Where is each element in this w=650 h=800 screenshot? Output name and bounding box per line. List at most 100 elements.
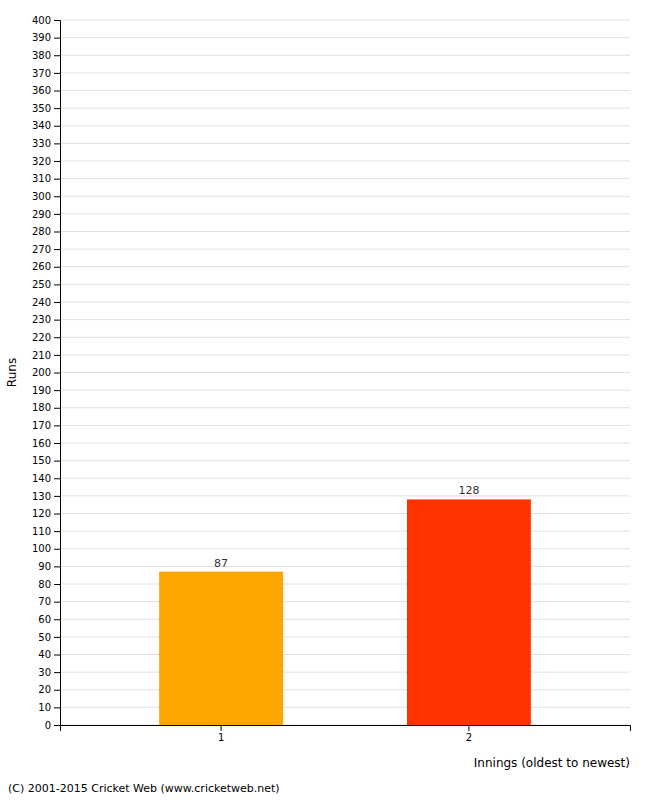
y-tick: 70 [38,596,60,607]
y-tick-mark [54,91,60,92]
y-tick-mark [54,108,60,109]
y-tick-mark [54,73,60,74]
grid-line [60,161,630,162]
grid-line [60,249,630,250]
y-tick: 90 [38,561,60,572]
y-tick-label: 90 [38,561,51,572]
x-tick-mark [468,725,469,731]
y-tick-mark [54,637,60,638]
grid-line [60,196,630,197]
y-tick-mark [54,514,60,515]
y-tick: 30 [38,667,60,678]
y-tick-label: 360 [32,85,51,96]
y-tick-mark [54,337,60,338]
grid-line [60,108,630,109]
y-tick-label: 150 [32,455,51,466]
y-tick: 50 [38,632,60,643]
y-tick-label: 80 [38,579,51,590]
y-tick-mark [54,619,60,620]
y-tick: 80 [38,579,60,590]
y-tick-label: 400 [32,15,51,26]
y-tick-mark [54,355,60,356]
grid-line [60,125,630,126]
grid-line [60,90,630,91]
y-tick-label: 230 [32,314,51,325]
y-tick-mark [54,725,60,726]
y-tick: 110 [32,526,60,537]
y-tick-label: 30 [38,667,51,678]
y-tick: 330 [32,138,60,149]
y-tick-label: 390 [32,32,51,43]
y-tick-mark [54,20,60,21]
grid-line [60,143,630,144]
y-tick-mark [54,690,60,691]
y-tick: 300 [32,191,60,202]
y-tick-mark [54,232,60,233]
y-tick: 240 [32,297,60,308]
x-axis-line [61,726,631,732]
y-tick-mark [54,196,60,197]
value-label: 128 [458,484,479,497]
grid-line [60,707,630,708]
y-tick-mark [54,302,60,303]
plot: 0102030405060708090100110120130140150160… [32,15,631,743]
y-tick: 120 [32,508,60,519]
y-tick: 160 [32,438,60,449]
y-tick: 220 [32,332,60,343]
y-tick-mark [54,143,60,144]
y-tick: 40 [38,649,60,660]
y-tick-label: 120 [32,508,51,519]
y-tick-label: 250 [32,279,51,290]
y-tick-label: 240 [32,297,51,308]
grid-line [60,566,630,567]
grid-line [60,266,630,267]
y-tick: 60 [38,614,60,625]
y-tick-mark [54,161,60,162]
grid-line [60,407,630,408]
footer: (C) 2001-2015 Cricket Web (www.cricketwe… [8,782,280,795]
y-tick-mark [54,584,60,585]
y-tick-label: 50 [38,632,51,643]
grid-line [60,584,630,585]
grid-line [60,354,630,355]
y-tick-mark [54,214,60,215]
grid-line [60,178,630,179]
grid-line [60,672,630,673]
y-tick-label: 0 [45,720,51,731]
y-tick-label: 300 [32,191,51,202]
grid-line [60,213,630,214]
y-tick: 150 [32,455,60,466]
grid-line [60,425,630,426]
y-tick-mark [54,531,60,532]
y-tick-mark [54,443,60,444]
y-tick: 380 [32,50,60,61]
grid-line [60,548,630,549]
x-tick-label: 1 [218,732,224,743]
y-tick: 190 [32,385,60,396]
y-tick-label: 370 [32,68,51,79]
y-tick: 260 [32,261,60,272]
y-tick-mark [54,461,60,462]
y-tick: 340 [32,120,60,131]
y-tick: 230 [32,314,60,325]
y-tick-mark [54,267,60,268]
x-tick-label: 2 [466,732,472,743]
y-tick: 290 [32,209,60,220]
y-tick-label: 140 [32,473,51,484]
grid-line [60,72,630,73]
y-tick-mark [54,425,60,426]
y-tick-label: 190 [32,385,51,396]
y-tick-label: 160 [32,438,51,449]
y-tick-mark [54,284,60,285]
grid-line [60,478,630,479]
y-tick-label: 100 [32,543,51,554]
grid-line [60,231,630,232]
bars [159,499,531,725]
grid-line [60,601,630,602]
grid-line [60,460,630,461]
value-label: 87 [214,557,228,570]
y-tick: 100 [32,543,60,554]
y-tick-label: 20 [38,684,51,695]
value-labels: 87 128 [214,484,479,569]
chart: 0102030405060708090100110120130140150160… [0,0,650,800]
